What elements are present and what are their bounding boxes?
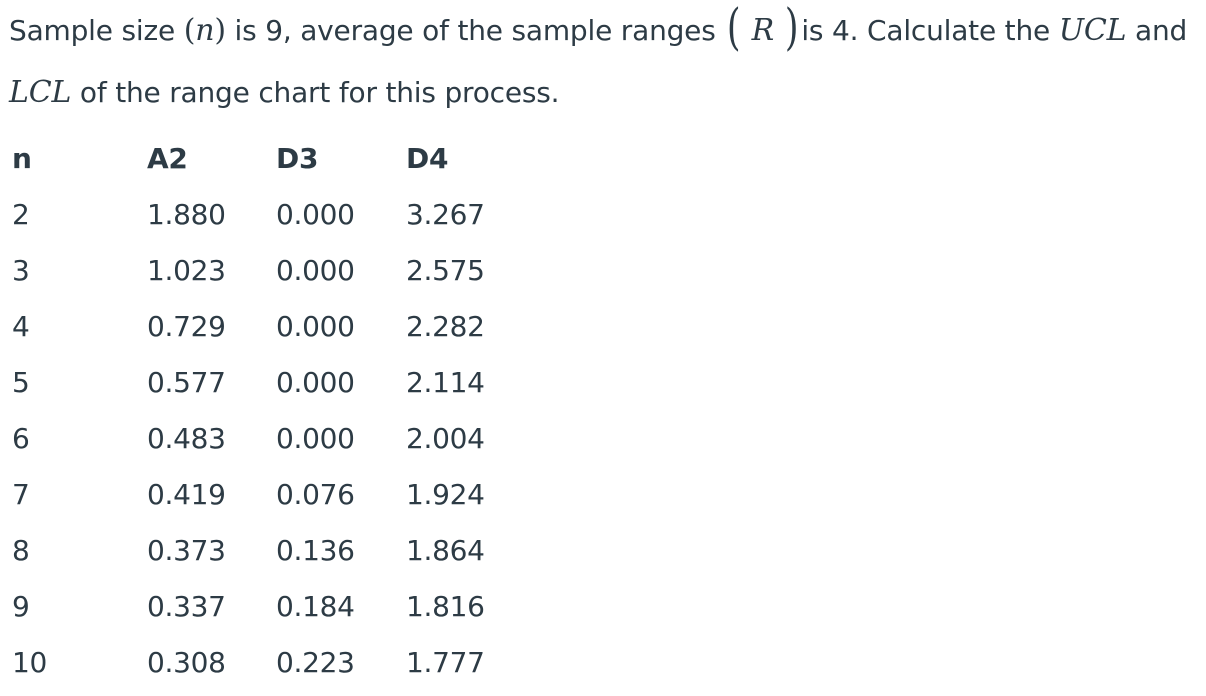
lcl-symbol: LCL: [9, 75, 72, 110]
table-row: 7 0.419 0.076 1.924: [0, 466, 506, 522]
question-text-part: is 9, average of the sample ranges: [225, 14, 725, 47]
cell-d4: 1.816: [406, 589, 485, 623]
cell-d4: 1.924: [406, 477, 485, 511]
cell-d4: 2.575: [406, 253, 485, 287]
cell-d4: 2.282: [406, 309, 485, 343]
cell-n: 7: [12, 477, 30, 511]
cell-a2: 0.308: [147, 645, 226, 679]
header-n: n: [12, 141, 32, 175]
cell-a2: 0.419: [147, 477, 226, 511]
question-text: Sample size (n) is 9, average of the sam…: [9, 0, 1199, 124]
question-line-2: LCL of the range chart for this process.: [9, 62, 1199, 124]
question-text-part: is 4. Calculate the: [801, 14, 1059, 47]
cell-d3: 0.000: [276, 421, 355, 455]
table-row: 3 1.023 0.000 2.575: [0, 242, 506, 298]
cell-n: 6: [12, 421, 30, 455]
cell-n: 4: [12, 309, 30, 343]
ucl-symbol: UCL: [1058, 13, 1127, 48]
cell-a2: 0.729: [147, 309, 226, 343]
header-a2: A2: [147, 141, 188, 175]
cell-a2: 1.880: [147, 197, 226, 231]
table-row: 10 0.308 0.223 1.777: [0, 634, 506, 690]
cell-d3: 0.076: [276, 477, 355, 511]
cell-d4: 1.777: [406, 645, 485, 679]
cell-d3: 0.000: [276, 253, 355, 287]
control-chart-factors-table: n A2 D3 D4 2 1.880 0.000 3.267 3 1.023 0…: [0, 130, 506, 690]
r-close-paren: ): [784, 0, 799, 56]
table-row: 4 0.729 0.000 2.282: [0, 298, 506, 354]
table-row: 6 0.483 0.000 2.004: [0, 410, 506, 466]
cell-n: 5: [12, 365, 30, 399]
cell-a2: 0.373: [147, 533, 226, 567]
table-row: 8 0.373 0.136 1.864: [0, 522, 506, 578]
cell-d3: 0.000: [276, 365, 355, 399]
table-row: 9 0.337 0.184 1.816: [0, 578, 506, 634]
cell-d3: 0.000: [276, 197, 355, 231]
question-text-part: of the range chart for this process.: [71, 76, 560, 109]
header-d3: D3: [276, 141, 319, 175]
table-row: 5 0.577 0.000 2.114: [0, 354, 506, 410]
cell-a2: 0.483: [147, 421, 226, 455]
question-line-1: Sample size (n) is 9, average of the sam…: [9, 0, 1199, 62]
cell-d4: 1.864: [406, 533, 485, 567]
r-open-paren: (: [727, 0, 741, 56]
cell-d3: 0.223: [276, 645, 355, 679]
question-text-part: Sample size: [9, 14, 184, 47]
cell-n: 8: [12, 533, 30, 567]
table-header-row: n A2 D3 D4: [0, 130, 506, 186]
cell-d4: 2.114: [406, 365, 485, 399]
open-paren: (: [183, 13, 196, 48]
cell-a2: 0.577: [147, 365, 226, 399]
cell-n: 10: [12, 645, 48, 679]
cell-d4: 3.267: [406, 197, 485, 231]
cell-n: 3: [12, 253, 30, 287]
question-text-part: and: [1126, 14, 1188, 47]
cell-n: 2: [12, 197, 30, 231]
r-symbol: R: [751, 13, 775, 48]
cell-d3: 0.184: [276, 589, 355, 623]
cell-n: 9: [12, 589, 30, 623]
cell-d3: 0.136: [276, 533, 355, 567]
cell-d4: 2.004: [406, 421, 485, 455]
header-d4: D4: [406, 141, 449, 175]
cell-a2: 1.023: [147, 253, 226, 287]
cell-a2: 0.337: [147, 589, 226, 623]
n-symbol: n: [195, 13, 215, 48]
close-paren: ): [214, 13, 226, 48]
table-row: 2 1.880 0.000 3.267: [0, 186, 506, 242]
cell-d3: 0.000: [276, 309, 355, 343]
r-bar-symbol: R: [744, 0, 782, 62]
